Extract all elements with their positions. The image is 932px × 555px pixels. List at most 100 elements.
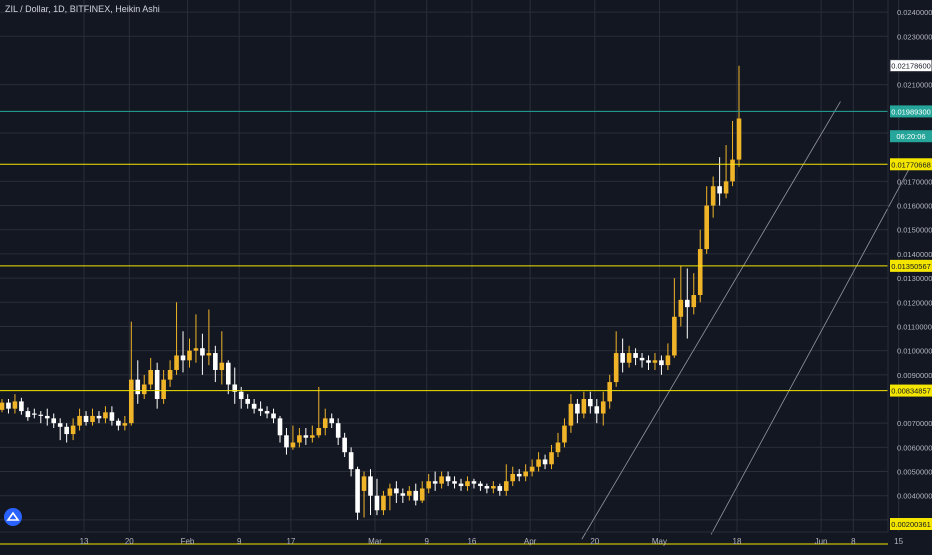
candle-body <box>355 469 360 513</box>
tradingview-logo-icon[interactable] <box>4 508 22 526</box>
candle-bullish <box>381 490 386 516</box>
price-badges: 0.02178600 0.01989300 0.01770668 0.01350567… <box>889 59 932 530</box>
time-tick-label: 15 <box>894 537 903 546</box>
channel-line[interactable] <box>710 164 912 535</box>
candle-body <box>141 384 147 395</box>
candle-body <box>232 384 238 392</box>
candle-bullish <box>600 391 606 426</box>
candle-body <box>167 369 173 380</box>
candle-bullish <box>316 386 322 438</box>
candle-bearish <box>251 399 257 414</box>
candle-body <box>368 476 373 496</box>
time-axis[interactable]: 13 20 Feb 9 17 Mar 9 16 Apr 20 May 18 Jun 8 15 <box>80 537 904 546</box>
candle-bearish <box>6 399 11 414</box>
candle-bearish <box>445 471 451 487</box>
candle-bullish <box>613 331 619 387</box>
candle-bullish <box>161 369 166 404</box>
price-badge-label: 0.01770668 <box>891 160 931 169</box>
candle-bearish <box>368 469 373 516</box>
candle-bullish <box>77 408 82 431</box>
candle-bearish <box>646 355 651 370</box>
candle-bearish <box>639 353 645 368</box>
symbol-title: ZIL / Dollar, 1D, BITFINEX, Heikin Ashi <box>5 4 160 14</box>
trend-channel[interactable] <box>581 101 912 540</box>
candle-body <box>549 452 554 465</box>
candle-body <box>271 413 276 419</box>
candle-bullish <box>568 394 574 433</box>
time-tick-label: 20 <box>125 537 134 546</box>
candle-body <box>154 369 160 399</box>
candle-body <box>607 382 613 402</box>
candle-bearish <box>432 471 438 491</box>
candle-bearish <box>200 333 205 375</box>
candle-bullish <box>193 314 199 363</box>
candle-bullish <box>672 278 677 358</box>
candle-body <box>672 316 677 356</box>
candle-bullish <box>290 425 296 450</box>
price-badge-label: 0.00200361 <box>891 520 931 529</box>
candle-body <box>717 186 722 194</box>
candle-body <box>710 186 716 206</box>
candle-bullish <box>691 273 697 315</box>
price-badge <box>890 105 932 118</box>
candle-body <box>568 403 574 426</box>
channel-line[interactable] <box>581 101 841 540</box>
candle-bearish <box>277 415 283 443</box>
candle-bullish <box>581 391 587 419</box>
time-tick-label: Apr <box>524 537 537 546</box>
candle-body <box>38 414 44 416</box>
candle-body <box>704 205 709 250</box>
horizontal-levels[interactable] <box>0 110 888 545</box>
candle-bearish <box>180 331 186 373</box>
candle-bearish <box>51 413 57 429</box>
candle-body <box>646 360 651 363</box>
price-badge <box>890 384 932 397</box>
candle-bearish <box>516 469 522 482</box>
candle-bullish <box>523 464 528 482</box>
candle-body <box>109 412 115 421</box>
candle-body <box>484 486 490 489</box>
candle-bearish <box>135 360 141 404</box>
time-tick-label: 17 <box>286 537 295 546</box>
countdown-badge <box>890 130 932 143</box>
candle-bearish <box>109 406 115 426</box>
candle-bullish <box>562 418 567 448</box>
candle-body <box>691 295 697 308</box>
candle-body <box>361 476 367 491</box>
candle-bullish <box>723 145 729 199</box>
candle-bullish <box>710 176 716 218</box>
candle-bullish <box>652 353 658 370</box>
candle-body <box>575 403 580 414</box>
price-badge-label: 0.01989300 <box>891 107 931 116</box>
candle-bullish <box>70 418 76 441</box>
time-tick-label: Feb <box>181 537 195 546</box>
candle-body <box>44 415 50 419</box>
price-badge-label: 0.02178600 <box>891 62 931 71</box>
candle-body <box>684 299 690 308</box>
candle-body <box>174 355 179 370</box>
candle-body <box>219 362 225 370</box>
candle-body <box>633 353 638 358</box>
candle-body <box>542 459 548 465</box>
candle-bullish <box>730 120 735 187</box>
candle-body <box>381 495 386 511</box>
candle-bearish <box>225 360 231 395</box>
candle-body <box>639 357 645 361</box>
time-tick-label: Mar <box>368 537 382 546</box>
candle-body <box>503 481 509 491</box>
candle-body <box>523 471 528 477</box>
candle-bullish <box>406 486 412 501</box>
candle-bearish <box>452 476 457 489</box>
candle-bullish <box>503 464 509 496</box>
candle-body <box>200 348 205 356</box>
candle-body <box>70 425 76 435</box>
candle-bearish <box>245 394 250 409</box>
